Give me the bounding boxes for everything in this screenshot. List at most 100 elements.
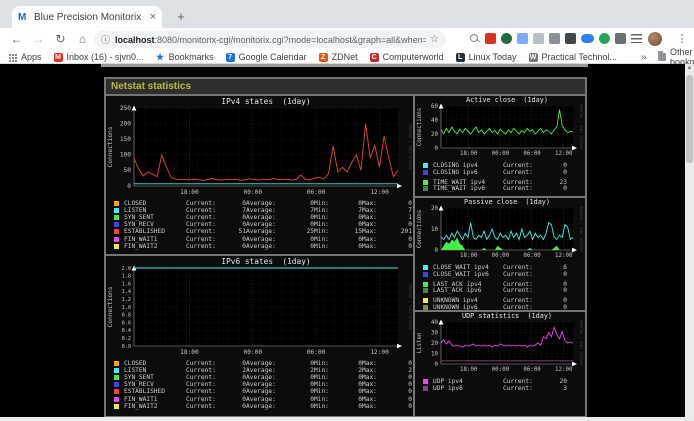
home-button[interactable]: ⌂	[78, 32, 87, 46]
bookmark-star-icon[interactable]: ☆	[430, 34, 439, 45]
svg-text:Active close (1day): Active close (1day)	[466, 96, 548, 104]
search-extension-icon[interactable]	[469, 33, 480, 44]
page-info-icon[interactable]: ⓘ	[101, 35, 111, 45]
svg-text:Connections: Connections	[107, 126, 114, 167]
profile-avatar[interactable]	[648, 32, 662, 46]
svg-text:12:00: 12:00	[370, 189, 389, 196]
section-title: Netstat statistics	[111, 81, 192, 92]
bookmark-zdnet[interactable]: Z ZDNet	[318, 52, 358, 62]
legend-swatch	[114, 361, 119, 367]
legend-row: LAST_ACK ipv4 Current: 0	[423, 281, 585, 288]
svg-text:20: 20	[431, 206, 438, 212]
scrollbar-thumb[interactable]	[686, 75, 693, 163]
svg-text:IPv6 states (1day): IPv6 states (1day)	[221, 257, 310, 266]
browser-tab[interactable]: M Blue Precision Monitorix ×	[12, 6, 162, 28]
section-divider	[101, 64, 588, 67]
bookmark-label: Practical Technol...	[541, 52, 617, 62]
chart-canvas: UDP statistics (1day) 0 10 20 30 40 18:00 00:00…	[417, 312, 583, 373]
cube-extension-icon[interactable]	[549, 33, 560, 44]
svg-text:UDP statistics (1day): UDP statistics (1day)	[462, 312, 552, 320]
legend-row: UDP ipv6 Current: 3	[423, 385, 585, 392]
new-tab-button[interactable]: +	[177, 9, 185, 24]
svg-text:IPv4 states (1day): IPv4 states (1day)	[221, 97, 310, 106]
svg-text:RRDTOOL / TOBI OETIKER: RRDTOOL / TOBI OETIKER	[579, 105, 583, 151]
svg-text:10: 10	[431, 351, 438, 357]
bookmark-apps[interactable]: Apps	[8, 52, 42, 62]
svg-text:RRDTOOL / TOBI OETIKER: RRDTOOL / TOBI OETIKER	[579, 321, 583, 367]
bookmarks-overflow-chevron[interactable]: »	[640, 51, 647, 63]
svg-text:Listen: Listen	[417, 333, 423, 354]
wordpress-icon: W	[528, 52, 538, 62]
svg-text:0.4: 0.4	[122, 328, 131, 334]
url-text[interactable]: localhost:8080/monitorix-cgi/monitorix.c…	[115, 35, 426, 45]
legend-swatch	[114, 368, 119, 374]
bookmark-star[interactable]: ★ Bookmarks	[156, 52, 214, 62]
scrollbar-up-arrow[interactable]: ▲	[686, 65, 693, 71]
legend-row: CLOSING ipv6 Current: 0	[423, 169, 585, 176]
svg-text:100: 100	[120, 152, 131, 159]
svg-text:2.0: 2.0	[122, 266, 131, 272]
close-tab-icon[interactable]: ×	[149, 11, 156, 23]
bookmark-computerworld[interactable]: C Computerworld	[369, 52, 444, 62]
svg-text:00:00: 00:00	[243, 349, 262, 356]
passive-close-graph: Passive close (1day) 0 10 20 18:00 00:00 06:00…	[415, 198, 585, 310]
back-button[interactable]: ←	[10, 32, 23, 46]
legend-row: FIN_WAIT2 Current: 0 Average: 0 Min: 0 Max: 0	[114, 243, 413, 250]
mail-extension-icon[interactable]	[485, 33, 496, 44]
netstat-panel: Netstat statistics IPv4 states (1day) 0 50…	[104, 77, 587, 417]
calendar-icon: 7	[225, 52, 235, 62]
bookmark-gmail[interactable]: M Inbox (16) - sjvn0...	[53, 52, 144, 62]
bookmark-label: Computerworld	[382, 52, 444, 62]
pages-extension-icon[interactable]	[517, 33, 528, 44]
browser-menu-icon[interactable]: ⋮	[676, 33, 688, 45]
legend-row: CLOSED Current: 0 Average: 0 Min: 0 Max: 0	[114, 360, 413, 367]
reload-button[interactable]: ↻	[55, 32, 66, 46]
circle-extension-icon[interactable]	[599, 33, 610, 44]
bookmark-label: Inbox (16) - sjvn0...	[66, 52, 144, 62]
svg-text:0: 0	[435, 362, 439, 368]
svg-text:06:00: 06:00	[307, 189, 326, 196]
netstat-body: IPv4 states (1day) 0 50 100 150 200 250 18:00 00…	[106, 96, 585, 416]
extension-icons	[469, 33, 642, 44]
forward-button[interactable]: →	[32, 32, 45, 46]
other-bookmarks-button[interactable]: Other bookmarks	[658, 47, 694, 67]
legend-swatch	[114, 208, 119, 214]
legend-row: LISTEN Current: 2 Average: 2 Min: 2 Max: 2	[114, 367, 413, 374]
legend-swatch	[114, 215, 119, 221]
puzzle-extension-icon[interactable]	[615, 33, 626, 44]
monitorix-favicon: M	[18, 11, 27, 23]
svg-text:0: 0	[127, 183, 131, 190]
url-path: :8080/monitorix-cgi/monitorix.cgi?mode=l…	[154, 34, 427, 45]
page-scrollbar[interactable]: ▲	[685, 64, 694, 417]
bookmark-linuxtoday[interactable]: L Linux Today	[455, 52, 517, 62]
svg-text:12:00: 12:00	[555, 367, 573, 373]
tab-title: Blue Precision Monitorix	[34, 11, 142, 23]
svg-text:1.6: 1.6	[122, 281, 131, 287]
legend-swatch	[114, 403, 119, 409]
chat-extension-icon[interactable]	[581, 34, 594, 43]
bookmark-label: ZDNet	[331, 52, 358, 62]
legend-swatch	[423, 271, 428, 277]
bookmark-calendar[interactable]: 7 Google Calendar	[225, 52, 307, 62]
address-bar[interactable]: ⓘ localhost:8080/monitorix-cgi/monitorix…	[94, 31, 446, 48]
svg-text:Connections: Connections	[417, 210, 423, 248]
legend-swatch	[423, 304, 428, 310]
legend-row: CLOSED Current: 0 Average: 0 Min: 0 Max: 0	[114, 200, 413, 207]
bookmark-wordpress[interactable]: W Practical Technol...	[528, 52, 617, 62]
svg-text:12:00: 12:00	[555, 151, 573, 157]
legend-row: FIN_WAIT1 Current: 0 Average: 0 Min: 0 Max: 0	[114, 395, 413, 403]
udp-statistics-graph: UDP statistics (1day) 0 10 20 30 40 18:00 00:00…	[415, 312, 585, 416]
chart-canvas: IPv4 states (1day) 0 50 100 150 200 250 18:00 00…	[107, 97, 412, 196]
legend-swatch	[423, 385, 428, 391]
svg-text:1.8: 1.8	[122, 274, 131, 280]
legend-swatch	[423, 265, 428, 270]
legend-swatch	[423, 169, 428, 175]
dark-extension-icon[interactable]	[565, 33, 576, 44]
globe-extension-icon[interactable]	[501, 33, 512, 44]
legend-row: UDP ipv4 Current: 20	[423, 378, 585, 385]
list-extension-icon[interactable]	[631, 34, 642, 43]
page-extension-icon[interactable]	[533, 33, 544, 44]
legend-row: UNKNOWN ipv4 Current: 0	[423, 297, 585, 304]
netstat-section-header: Netstat statistics	[106, 79, 585, 94]
